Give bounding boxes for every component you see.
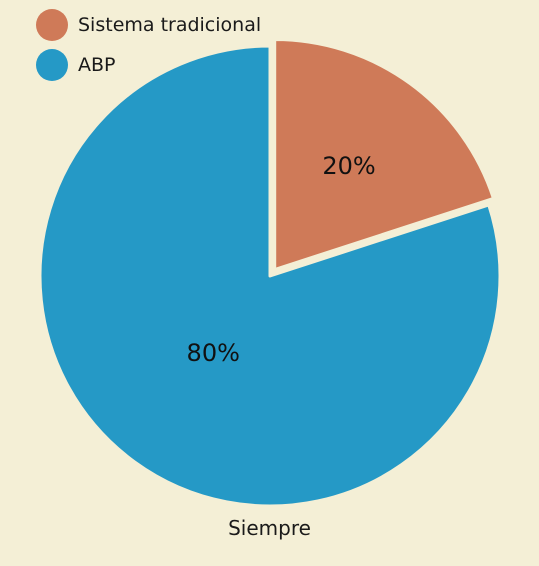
slice-label-sistema-tradicional: 20% — [322, 152, 375, 180]
pie-slice-sistema-tradicional — [273, 38, 495, 272]
legend-swatch-abp — [36, 49, 68, 81]
legend: Sistema tradicional ABP — [36, 8, 261, 88]
category-label: Siempre — [228, 516, 311, 540]
pie-slice-abp — [38, 44, 502, 508]
legend-label-sistema-tradicional: Sistema tradicional — [78, 14, 262, 36]
legend-item-sistema-tradicional: Sistema tradicional — [36, 8, 261, 42]
legend-swatch-sistema-tradicional — [36, 9, 68, 41]
legend-item-abp: ABP — [36, 48, 261, 82]
slice-label-abp: 80% — [187, 339, 240, 367]
legend-label-abp: ABP — [78, 54, 116, 76]
